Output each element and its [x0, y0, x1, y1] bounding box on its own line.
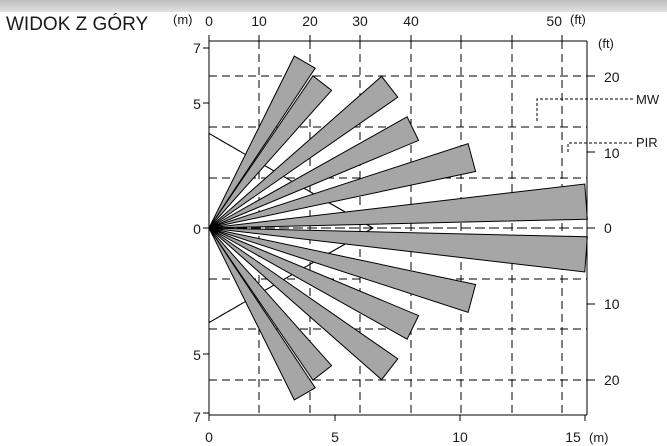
mw-callout-label: MW	[636, 92, 660, 107]
bottom-tick-label: 5	[331, 429, 339, 445]
right-tick-label: 20	[604, 372, 620, 388]
bottom-unit-label: (m)	[589, 430, 609, 445]
bottom-tick-label: 10	[452, 429, 468, 445]
axes	[203, 35, 595, 421]
pir-zone	[208, 75, 333, 229]
pir-zone	[208, 75, 399, 229]
top-tick-label: 20	[302, 13, 318, 29]
right-tick-label: 20	[604, 69, 620, 85]
left-tick-label: 5	[193, 347, 201, 363]
right-tick-label: 10	[604, 145, 620, 161]
left-tick-labels: 7 5 0 5 7	[193, 40, 201, 425]
pir-zone	[208, 227, 588, 273]
pir-zone	[208, 142, 477, 229]
top-tick-label: 10	[251, 13, 267, 29]
left-unit-label: (m)	[173, 12, 193, 27]
pir-zone	[208, 227, 420, 340]
bottom-tick-labels: 0 5 10 15	[205, 429, 581, 445]
bottom-tick-label: 0	[205, 429, 213, 445]
header-band	[0, 0, 667, 12]
diagram-title: WIDOK Z GÓRY	[6, 13, 148, 35]
top-tick-label: 50	[546, 13, 562, 29]
pir-zone	[208, 227, 477, 314]
pir-leader-line	[567, 142, 632, 152]
right-unit-label: (ft)	[598, 36, 614, 51]
pir-zone	[208, 227, 399, 381]
right-tick-labels: 20 10 0 10 20	[604, 69, 620, 388]
pir-callout-label: PIR	[636, 135, 658, 150]
callouts: MW PIR	[536, 92, 660, 152]
left-tick-label: 7	[193, 40, 201, 56]
left-tick-label: 0	[193, 221, 201, 237]
pir-zones	[208, 55, 588, 401]
right-tick-label: 0	[604, 220, 612, 236]
pir-zone	[208, 227, 333, 381]
top-tick-labels: 0 10 20 30 40 50	[205, 13, 562, 29]
top-tick-label: 0	[205, 13, 213, 29]
top-tick-label: 40	[403, 13, 419, 29]
pir-zone	[208, 55, 316, 229]
mw-leader-line	[536, 98, 633, 121]
top-tick-label: 30	[352, 13, 368, 29]
right-tick-label: 10	[604, 296, 620, 312]
top-unit-label: (ft)	[570, 12, 586, 27]
pir-zone	[208, 183, 588, 229]
pir-zone	[208, 227, 316, 401]
pir-zone	[208, 116, 420, 229]
left-tick-label: 7	[193, 409, 201, 425]
left-tick-label: 5	[193, 96, 201, 112]
bottom-tick-label: 15	[565, 429, 581, 445]
